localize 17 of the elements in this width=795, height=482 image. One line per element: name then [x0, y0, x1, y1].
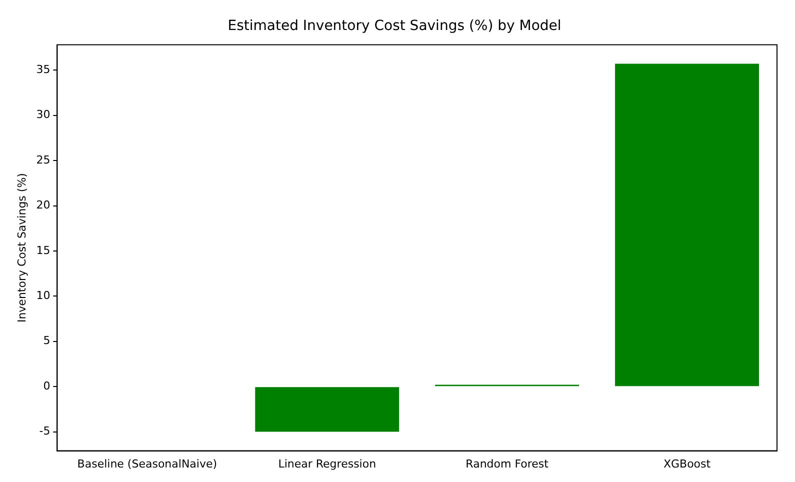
chart-title: Estimated Inventory Cost Savings (%) by Model: [228, 18, 562, 34]
y-tick-label: -5: [39, 424, 50, 438]
x-tick-label: Baseline (SeasonalNaive): [77, 457, 218, 470]
y-tick-label: 20: [36, 198, 50, 212]
y-tick-label: 0: [43, 379, 50, 392]
bar: [615, 64, 760, 386]
y-tick-label: 5: [43, 334, 50, 348]
x-tick-label: Linear Regression: [278, 457, 376, 470]
x-tick-label: XGBoost: [663, 457, 712, 470]
y-tick-label: 15: [36, 244, 50, 257]
y-tick-label: 30: [36, 108, 50, 122]
y-tick-label: 25: [36, 153, 50, 166]
x-tick-label: Random Forest: [466, 457, 550, 470]
bar: [255, 387, 400, 432]
y-tick-label: 10: [36, 289, 50, 302]
y-tick-label: 35: [36, 62, 50, 76]
y-axis-title: Inventory Cost Savings (%): [15, 173, 28, 323]
